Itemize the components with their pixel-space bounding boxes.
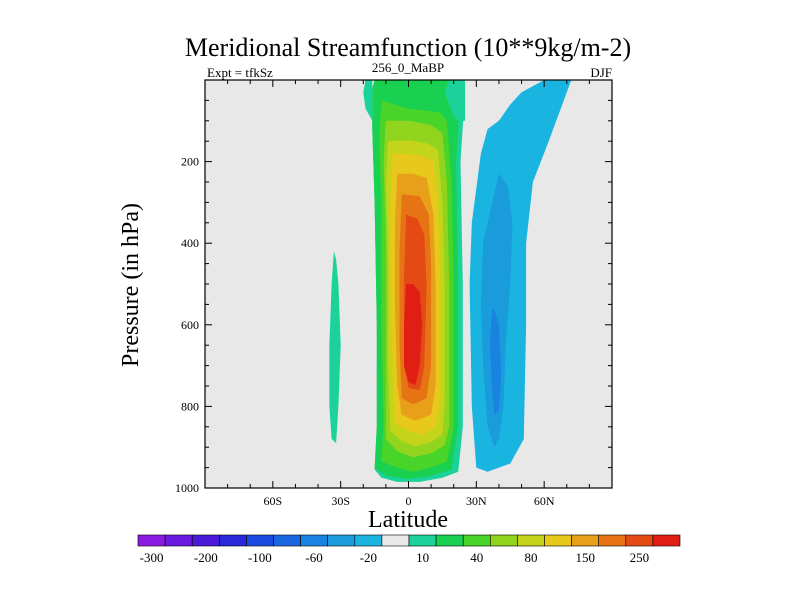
- y-tick-label: 400: [181, 236, 199, 250]
- colorbar-swatch: [652, 534, 681, 547]
- colorbar-label: 80: [525, 550, 538, 565]
- region-main-cell-300: [404, 284, 423, 386]
- x-tick-label: 60N: [534, 494, 555, 508]
- y-tick-label: 600: [181, 318, 199, 332]
- colorbar-swatch: [246, 534, 274, 547]
- contour-regions: [329, 80, 572, 482]
- colorbar-label: 150: [575, 550, 595, 565]
- colorbar-swatch: [300, 534, 329, 547]
- colorbar-swatch: [517, 534, 545, 547]
- y-axis-ticks: 200 400 600 800 1000: [175, 99, 612, 495]
- colorbar-swatch: [544, 534, 572, 547]
- subtitle-right: DJF: [590, 65, 612, 80]
- region-right-cell-20: [480, 173, 513, 448]
- colorbar-swatch: [381, 534, 410, 547]
- colorbar-label: -200: [194, 550, 218, 565]
- colorbar-swatch: [435, 534, 464, 547]
- y-tick-label: 200: [181, 155, 199, 169]
- colorbar-swatch: [273, 534, 301, 547]
- subtitle-center: 256_0_MaBP: [372, 60, 444, 75]
- colorbar-swatch: [354, 534, 383, 547]
- region-top-left-strip: [363, 80, 373, 121]
- colorbar-label: 10: [416, 550, 429, 565]
- colorbar-labels: -300 -200 -100 -60 -20 10 40 80 150 250: [140, 550, 649, 565]
- colorbar-swatch: [489, 534, 518, 547]
- subtitle-left: Expt = tfkSz: [207, 65, 273, 80]
- colorbar-swatch: [625, 534, 654, 547]
- colorbar: [137, 534, 681, 547]
- chart-title: Meridional Streamfunction (10**9kg/m-2): [185, 33, 631, 62]
- colorbar-label: -300: [140, 550, 164, 565]
- x-tick-label: 60S: [263, 494, 282, 508]
- x-tick-label: 30S: [331, 494, 350, 508]
- colorbar-label: -100: [248, 550, 272, 565]
- y-axis-label: Pressure (in hPa): [118, 203, 144, 367]
- colorbar-swatch: [408, 534, 437, 547]
- y-tick-label: 800: [181, 399, 199, 413]
- colorbar-swatch: [598, 534, 627, 547]
- region-left-small-cell: [329, 251, 341, 444]
- colorbar-swatch: [191, 534, 220, 547]
- x-tick-label: 30N: [466, 494, 487, 508]
- colorbar-swatch: [462, 534, 491, 547]
- colorbar-label: -20: [360, 550, 377, 565]
- colorbar-label: 250: [630, 550, 650, 565]
- colorbar-swatch: [327, 534, 356, 547]
- x-axis-label: Latitude: [368, 507, 448, 533]
- colorbar-swatch: [219, 534, 247, 547]
- colorbar-swatch: [137, 534, 166, 547]
- x-tick-label: 0: [406, 494, 412, 508]
- region-top-center-strip: [444, 80, 465, 121]
- region-right-cell-40: [489, 308, 502, 415]
- colorbar-label: 40: [470, 550, 483, 565]
- colorbar-swatch: [164, 534, 193, 547]
- colorbar-label: -60: [305, 550, 322, 565]
- y-tick-label: 1000: [175, 481, 199, 495]
- colorbar-swatch: [571, 534, 599, 547]
- x-axis-ticks: 60S 30S 0 30N 60N: [227, 80, 590, 508]
